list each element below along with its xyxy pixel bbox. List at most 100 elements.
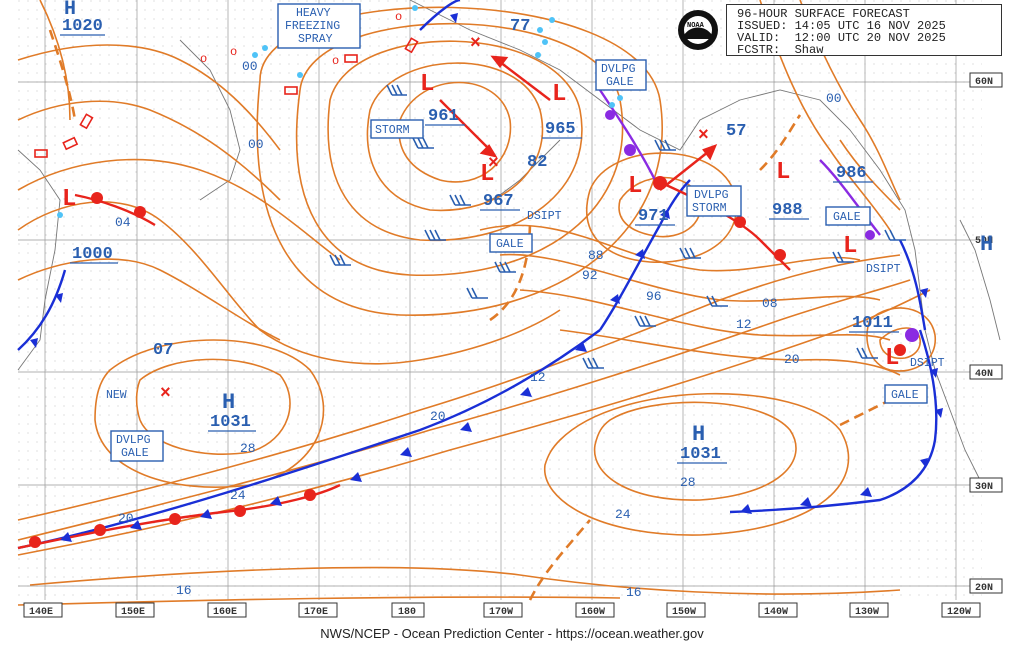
- isobar-label: 00: [248, 137, 264, 152]
- svg-text:L: L: [843, 233, 857, 260]
- isobar-labels: 00 04 07 00 00 77 82 88 92 96 57 08 12 1…: [115, 17, 842, 600]
- pressure-value: 1000: [72, 245, 113, 264]
- isobar-label: 16: [176, 583, 192, 598]
- warning-line: FREEZING: [285, 20, 340, 33]
- isobar-label: 20: [118, 511, 134, 526]
- svg-text:L: L: [776, 159, 790, 186]
- isobar-label: 92: [582, 268, 598, 283]
- lon-label: 180: [398, 607, 416, 618]
- isobar-label: 00: [826, 91, 842, 106]
- lat-label: 50N: [975, 236, 993, 247]
- isobar-label: 77: [510, 17, 530, 36]
- svg-text:NOAA: NOAA: [687, 22, 705, 30]
- warning-line: DVLPG: [694, 189, 729, 202]
- isobar-label: 57: [726, 122, 746, 141]
- lat-label: 30N: [975, 482, 993, 493]
- text-labels: DSIPT DSIPT DSIPT NEW: [106, 210, 945, 402]
- svg-text:×: ×: [160, 384, 171, 404]
- svg-text:×: ×: [698, 126, 709, 146]
- lon-label: 170W: [489, 607, 513, 618]
- svg-text:L: L: [420, 71, 434, 98]
- high-symbol: H: [692, 422, 705, 447]
- high-symbol: H: [980, 232, 993, 257]
- lon-label: 140E: [29, 607, 53, 618]
- pressure-centers: H 1020 1000 H 1031 961 967 965 971 988 9…: [60, 0, 993, 464]
- isobar-label: 08: [762, 296, 778, 311]
- warning-line: DVLPG: [116, 434, 151, 447]
- pressure-value: 986: [836, 164, 867, 183]
- longitude-labels: 140E 150E 160E 170E 180 170W 160W 150W 1…: [23, 602, 981, 618]
- isobar-label: 24: [615, 507, 631, 522]
- warning-line: SPRAY: [298, 33, 333, 46]
- svg-text:L: L: [552, 81, 566, 108]
- warning-gale: GALE: [496, 238, 524, 251]
- lon-label: 150E: [121, 607, 145, 618]
- pressure-value: 1031: [680, 445, 721, 464]
- svg-text:L: L: [480, 161, 494, 188]
- header-valid: VALID: 12:00 UTC 20 NOV 2025: [737, 31, 946, 45]
- dsipt-label: DSIPT: [910, 357, 945, 370]
- pressure-value: 1031: [210, 413, 251, 432]
- svg-text:L: L: [62, 186, 76, 213]
- pressure-value: 1020: [62, 17, 103, 36]
- dsipt-label: DSIPT: [527, 210, 562, 223]
- lon-label: 120W: [947, 607, 971, 618]
- wind-barbs: [329, 84, 906, 369]
- isobar-label: 96: [646, 289, 662, 304]
- warning-line: GALE: [606, 76, 634, 89]
- svg-text:o: o: [332, 54, 339, 68]
- warning-line: HEAVY: [296, 7, 331, 20]
- lon-label: 150W: [672, 607, 696, 618]
- forecast-header: NOAA 96-HOUR SURFACE FORECAST ISSUED: 14…: [678, 4, 1002, 57]
- ice-accretion-symbols: o o o o: [34, 5, 623, 218]
- isobar-label: 07: [153, 341, 173, 360]
- lat-label: 40N: [975, 369, 993, 380]
- isobar-label: 82: [527, 153, 547, 172]
- svg-text:×: ×: [488, 154, 499, 174]
- warning-gale: GALE: [891, 389, 919, 402]
- warning-line: STORM: [692, 202, 727, 215]
- svg-text:L: L: [628, 173, 642, 200]
- noaa-logo: NOAA: [678, 10, 718, 50]
- header-title: 96-HOUR SURFACE FORECAST: [737, 7, 910, 21]
- isobar-label: 20: [430, 409, 446, 424]
- lat-label: 60N: [975, 77, 993, 88]
- isobar-label: 88: [588, 248, 604, 263]
- isobars: [17, 0, 936, 606]
- warning-storm: STORM: [375, 124, 410, 137]
- header-issued: ISSUED: 14:05 UTC 16 NOV 2025: [737, 19, 946, 33]
- warning-gale: GALE: [833, 211, 861, 224]
- latitude-labels: 60N 50N 40N 30N 20N: [969, 72, 1003, 594]
- isobar-label: 24: [230, 488, 246, 503]
- high-symbol: H: [64, 0, 76, 21]
- warning-line: GALE: [121, 447, 149, 460]
- svg-text:L: L: [885, 345, 899, 372]
- isobar-label: 16: [626, 585, 642, 600]
- pressure-value: 961: [428, 107, 459, 126]
- pressure-value: 965: [545, 120, 576, 139]
- svg-text:o: o: [230, 45, 237, 59]
- coastlines: [17, 0, 1001, 491]
- lon-label: 170E: [304, 607, 328, 618]
- header-forecaster: FCSTR: Shaw: [737, 43, 824, 57]
- new-label: NEW: [106, 389, 127, 402]
- isobar-label: 12: [530, 370, 546, 385]
- isobar-label: 28: [240, 441, 256, 456]
- lon-label: 160W: [581, 607, 605, 618]
- warning-boxes: HEAVY FREEZING SPRAY STORM DVLPG GALE GA…: [110, 3, 928, 462]
- front-symbols: [29, 13, 943, 548]
- low-pressure-symbols: L L L L L L L L: [62, 71, 899, 372]
- pressure-value: 988: [772, 201, 803, 220]
- lat-lon-grid: [18, 0, 982, 600]
- isobar-label: 04: [115, 215, 131, 230]
- footer-credit: NWS/NCEP - Ocean Prediction Center - htt…: [320, 626, 704, 641]
- storm-tracks: × × × ×: [160, 34, 718, 404]
- dsipt-label: DSIPT: [866, 263, 901, 276]
- svg-text:o: o: [395, 10, 402, 24]
- isobar-label: 12: [736, 317, 752, 332]
- warning-line: DVLPG: [601, 63, 636, 76]
- high-symbol: H: [222, 390, 235, 415]
- svg-text:o: o: [200, 52, 207, 66]
